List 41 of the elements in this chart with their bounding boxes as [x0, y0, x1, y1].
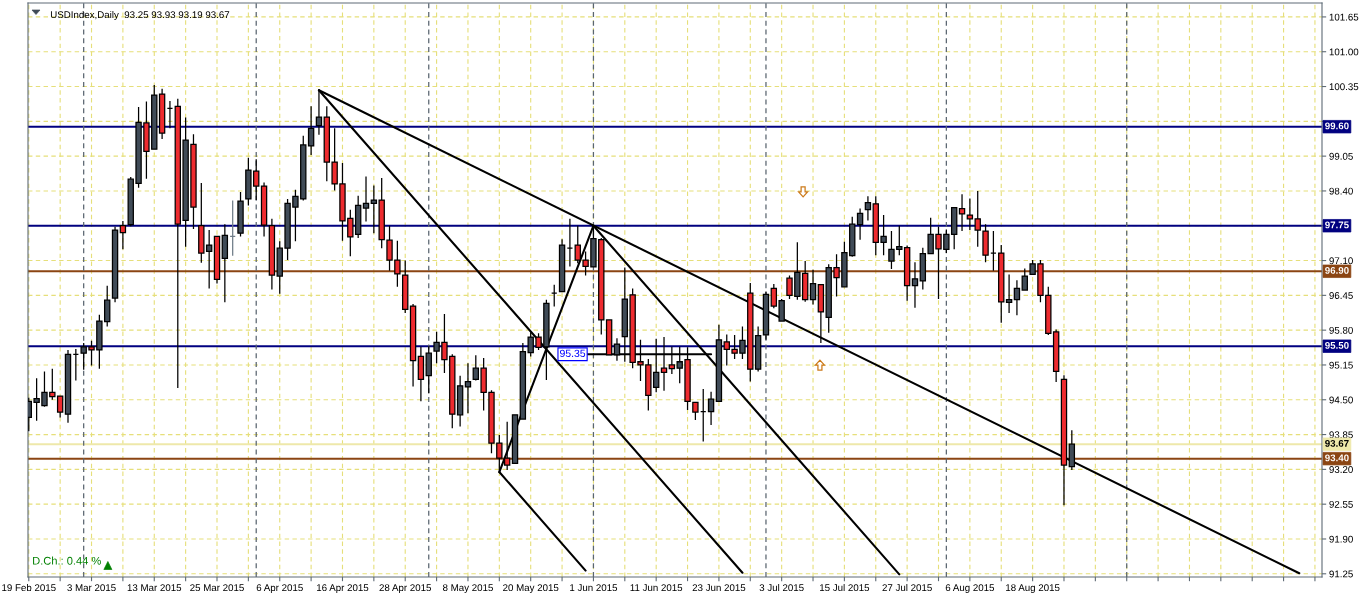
y-tick-label: 91.25	[1329, 570, 1353, 578]
y-tick-label: 97.10	[1329, 257, 1353, 265]
y-tick-label: 100.35	[1329, 83, 1359, 91]
annotation: D.Ch.: 0.44 %	[33, 556, 101, 565]
x-tick-label: 3 Jul 2015	[759, 583, 804, 592]
ref-line-label: 93.67	[1325, 439, 1349, 447]
ref-line-label: 99.60	[1325, 122, 1349, 130]
x-tick-label: 27 Jul 2015	[882, 583, 932, 592]
text: USDIndex,Daily 93.25 93.93 93.19 93.67	[50, 10, 230, 21]
ref-line-label: 97.75	[1325, 221, 1349, 229]
x-tick-label: 3 Mar 2015	[67, 584, 116, 592]
x-tick-label: 13 Mar 2015	[127, 584, 182, 592]
ref-line-label: 95.50	[1325, 341, 1349, 349]
y-tick-label: 99.05	[1329, 152, 1353, 160]
y-tick-label: 101.65	[1329, 13, 1359, 21]
x-tick-label: 25 Mar 2015	[190, 584, 244, 592]
x-tick-label: 6 Apr 2015	[256, 584, 303, 594]
series-label: 95.35	[560, 349, 586, 358]
y-tick-label: 95.15	[1329, 361, 1353, 369]
y-tick-label: 92.55	[1329, 500, 1353, 508]
y-tick-label: 101.00	[1329, 48, 1359, 56]
x-tick-label: 11 Jun 2015	[630, 584, 683, 592]
x-tick-label: 6 Aug 2015	[945, 584, 995, 594]
x-tick-label: 19 Feb 2015	[2, 583, 56, 592]
x-tick-label: 20 May 2015	[503, 584, 559, 594]
x-tick-label: 16 Apr 2015	[317, 584, 369, 594]
x-tick-label: 8 May 2015	[442, 584, 493, 594]
x-tick-label: 18 Aug 2015	[1006, 584, 1060, 594]
y-tick-label: 95.80	[1329, 326, 1353, 334]
y-tick-label: 98.40	[1329, 187, 1353, 195]
y-tick-label: 93.85	[1329, 431, 1353, 439]
y-tick-label: 94.50	[1329, 396, 1353, 404]
y-tick-label: 93.20	[1329, 466, 1353, 473]
x-tick-label: 28 Apr 2015	[379, 584, 432, 594]
x-tick-label: 15 Jul 2015	[820, 583, 870, 592]
x-tick-label: 23 Jun 2015	[692, 584, 746, 592]
y-tick-label: 96.45	[1329, 292, 1353, 299]
y-tick-label: 91.90	[1329, 535, 1353, 543]
ref-line-label: 93.40	[1325, 454, 1349, 462]
ref-line-label: 96.90	[1325, 266, 1349, 274]
x-tick-label: 1 Jun 2015	[570, 584, 618, 592]
